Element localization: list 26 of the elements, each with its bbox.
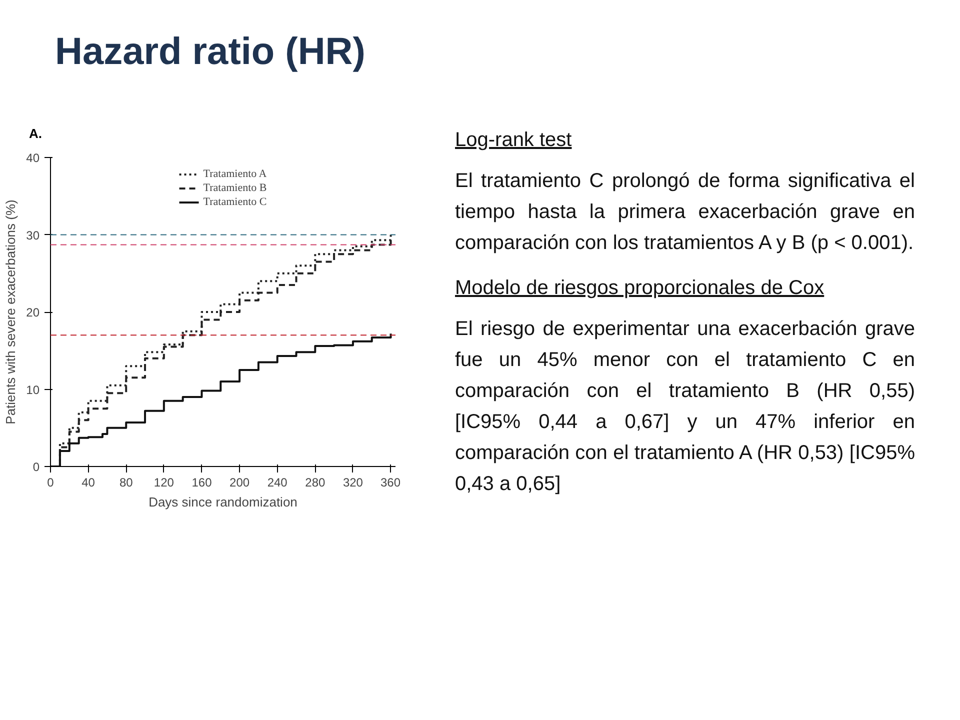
legend-label: Tratamiento B — [203, 181, 267, 195]
y-axis-title: Patients with severe exacerbations (%) — [3, 200, 18, 424]
x-tick-label: 360 — [380, 476, 401, 490]
y-tick-label: 0 — [32, 460, 40, 474]
x-tick-label: 280 — [305, 476, 326, 490]
x-tick-label: 160 — [192, 476, 212, 490]
y-tick-label: 20 — [26, 306, 40, 320]
y-tick-label: 30 — [26, 228, 40, 242]
x-tick-label: 120 — [154, 476, 174, 490]
text: El tratamiento C prolongó de forma significativa el tiempo hasta la primera exacerbación grave en comparación con los tratamientos A y B (p < 0.001). — [455, 169, 915, 256]
x-tick-label: 200 — [230, 476, 250, 490]
legend-label: Tratamiento C — [203, 195, 267, 209]
x-tick-label: 80 — [119, 476, 134, 490]
legend-label: Tratamiento A — [203, 167, 267, 181]
x-tick-label: 320 — [342, 476, 364, 490]
text: A. — [28, 125, 42, 143]
text: Log-rank test — [455, 128, 573, 153]
x-tick-label: 240 — [267, 476, 288, 490]
text: Modelo de riesgos proporcionales de Cox — [455, 276, 826, 301]
x-axis-title: Days since randomization — [148, 494, 298, 510]
y-tick-label: 40 — [26, 151, 40, 165]
x-tick-label: 40 — [82, 476, 96, 490]
x-tick-label: 0 — [47, 476, 54, 490]
chart-title: Hazard ratio (HR) — [54, 30, 366, 75]
text: El riesgo de experimentar una exacerbación grave fue un 45% menor con el tratamiento C en comparación con el tratamiento B (HR 0,55) [IC95% 0,44 a 0,67] y un 47% inferior en comparación con el tratamiento A (HR 0,53) [IC95% 0,43 a 0,65] — [455, 317, 915, 497]
y-tick-label: 10 — [26, 382, 40, 397]
